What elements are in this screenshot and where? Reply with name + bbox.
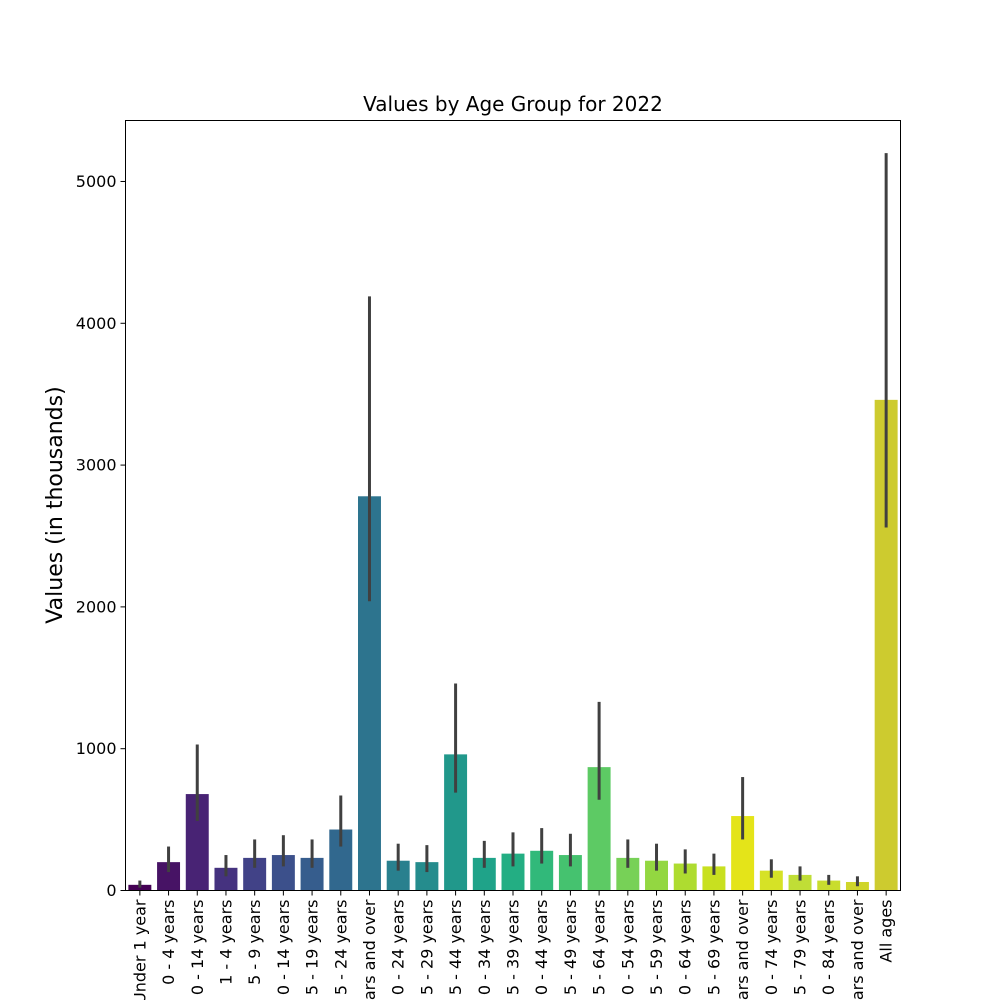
plot-frame (125, 120, 901, 891)
x-tick-label: 0 - 14 years (274, 900, 293, 996)
x-tick-label: 5 - 64 years (590, 900, 609, 996)
y-tick-label: 2000 (76, 597, 117, 616)
x-tick-label: 0 - 64 years (676, 900, 695, 996)
bar (616, 857, 640, 891)
bar (702, 866, 726, 891)
y-tick-label: 1000 (76, 739, 117, 758)
x-axis: Under 1 year 0 - 4 years 0 - 14 years 1 - 4… (130, 890, 896, 1000)
bar (271, 855, 295, 891)
bar (472, 857, 496, 891)
bar (530, 850, 554, 891)
y-tick-label: 0 (106, 881, 116, 900)
x-tick-label: All ages (877, 900, 896, 963)
x-tick-label: 0 - 24 years (389, 900, 408, 996)
x-tick-label: 5 - 59 years (647, 900, 666, 996)
chart-title: Values by Age Group for 2022 (363, 92, 663, 116)
bar (444, 754, 468, 891)
bar (645, 860, 668, 891)
bar (185, 794, 209, 891)
x-tick-label: 0 - 74 years (762, 900, 781, 996)
x-tick-label: ars and over (733, 899, 752, 1000)
x-tick-label: 0 - 54 years (618, 900, 637, 996)
y-axis: 0 1000 2000 3000 4000 5000 (76, 172, 126, 900)
y-axis-label: Values (in thousands) (43, 386, 68, 623)
bar (817, 880, 841, 891)
bar (731, 816, 755, 891)
x-tick-label: ars and over (848, 899, 867, 1000)
bar (300, 857, 324, 891)
x-tick-label: 5 - 39 years (504, 900, 523, 996)
x-tick-label: 0 - 84 years (819, 900, 838, 996)
bar (386, 860, 410, 891)
bar (874, 399, 898, 891)
x-tick-label: 5 - 44 years (446, 900, 465, 996)
x-tick-label: 5 - 49 years (561, 900, 580, 996)
bar (673, 863, 697, 891)
bar (415, 862, 439, 891)
bar (788, 874, 812, 891)
x-tick-label: 5 - 29 years (417, 900, 436, 996)
x-tick-label: 5 - 79 years (791, 900, 810, 996)
y-tick-label: 4000 (76, 314, 117, 333)
x-tick-label: 5 - 19 years (303, 900, 322, 996)
x-tick-label: 0 - 34 years (475, 900, 494, 996)
bar (329, 829, 353, 891)
x-tick-label: 0 - 14 years (188, 900, 207, 996)
x-tick-label: 1 - 4 years (216, 900, 235, 985)
bar (358, 496, 381, 891)
bar (214, 867, 238, 891)
error-bars-layer (138, 153, 888, 888)
y-tick-label: 5000 (76, 172, 117, 191)
x-tick-label: ars and over (360, 899, 379, 1000)
bar (759, 870, 783, 891)
bars-layer (128, 399, 898, 891)
y-tick-label: 3000 (76, 456, 117, 475)
bar (501, 853, 525, 891)
x-tick-label: 5 - 69 years (704, 900, 723, 996)
bar (558, 855, 582, 891)
x-tick-label: Under 1 year (130, 899, 149, 1000)
x-tick-label: 5 - 9 years (245, 900, 264, 985)
bar (587, 767, 611, 891)
x-tick-label: 5 - 24 years (331, 900, 350, 996)
bar (128, 884, 152, 891)
bar (157, 862, 181, 891)
x-tick-label: 0 - 4 years (159, 900, 178, 985)
x-tick-label: 0 - 44 years (532, 900, 551, 996)
bar (243, 857, 267, 891)
